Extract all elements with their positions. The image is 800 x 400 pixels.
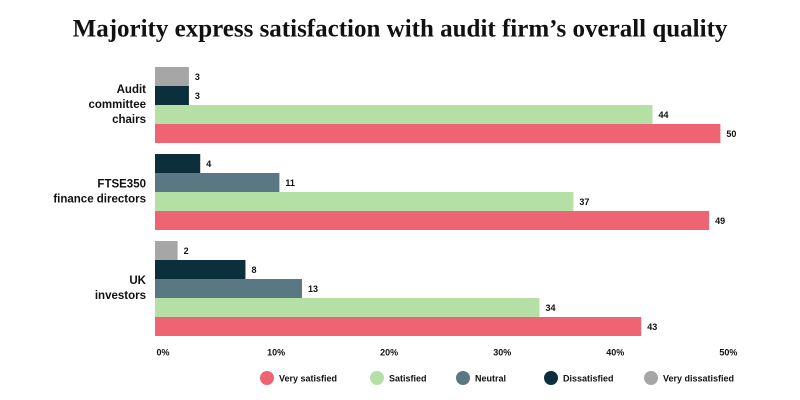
- legend-marker: [260, 371, 274, 385]
- bar: [155, 67, 189, 86]
- x-tick-label: 0%: [156, 347, 169, 357]
- value-label: 11: [285, 178, 295, 188]
- category-label: finance directors: [53, 194, 146, 206]
- value-label: 4: [206, 159, 211, 169]
- value-label: 43: [647, 322, 657, 332]
- value-label: 37: [579, 197, 589, 207]
- bar: [155, 279, 302, 298]
- value-label: 50: [726, 129, 736, 139]
- x-tick-label: 20%: [380, 347, 398, 357]
- value-label: 2: [184, 246, 189, 256]
- value-label: 13: [308, 284, 318, 294]
- category-label: investors: [95, 290, 146, 302]
- x-tick-label: 50%: [719, 347, 737, 357]
- x-tick-label: 40%: [606, 347, 624, 357]
- bar: [155, 154, 201, 173]
- bar: [155, 241, 178, 260]
- category-label: UK: [129, 275, 146, 287]
- x-tick-label: 30%: [493, 347, 511, 357]
- legend-marker: [370, 371, 384, 385]
- legend-marker: [644, 371, 658, 385]
- bar: [155, 192, 574, 211]
- bar: [155, 298, 540, 317]
- legend-label: Neutral: [475, 373, 506, 383]
- bar: [155, 317, 642, 336]
- chart-title: Majority express satisfaction with audit…: [73, 16, 728, 43]
- category-label: FTSE350: [97, 179, 146, 191]
- legend-label: Dissatisfied: [563, 373, 614, 383]
- legend-label: Satisfied: [389, 373, 427, 383]
- value-label: 44: [659, 110, 669, 120]
- bar: [155, 105, 653, 124]
- value-label: 49: [715, 216, 725, 226]
- legend-marker: [544, 371, 558, 385]
- legend-marker: [456, 371, 470, 385]
- value-label: 3: [195, 91, 200, 101]
- category-label: Audit: [117, 84, 147, 96]
- bar: [155, 124, 721, 143]
- value-label: 34: [545, 303, 555, 313]
- bar: [155, 211, 710, 230]
- bar: [155, 173, 280, 192]
- value-label: 8: [251, 265, 256, 275]
- legend-label: Very dissatisfied: [663, 373, 734, 383]
- x-tick-label: 10%: [267, 347, 285, 357]
- bar: [155, 260, 246, 279]
- category-label: chairs: [112, 114, 146, 126]
- value-label: 3: [195, 72, 200, 82]
- category-label: committee: [88, 99, 146, 111]
- bar: [155, 86, 189, 105]
- legend-label: Very satisfied: [279, 373, 337, 383]
